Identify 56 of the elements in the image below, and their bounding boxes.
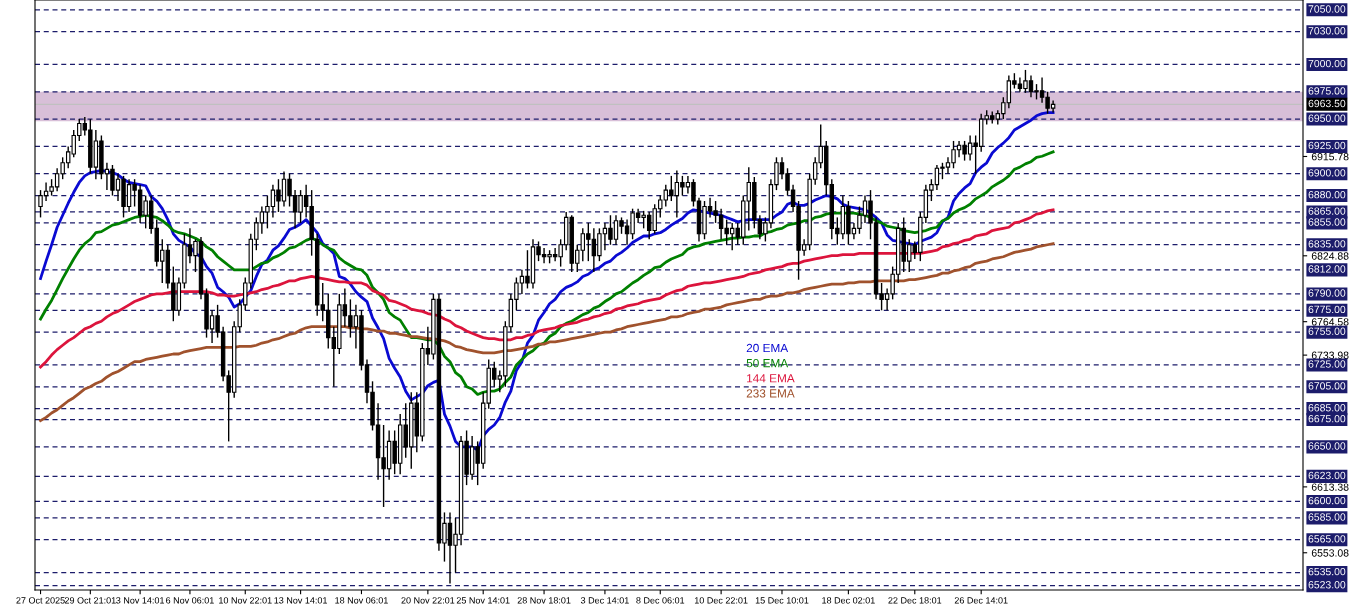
x-tick-label: 27 Oct 2025 xyxy=(16,597,65,604)
ref-line-label: 6880.00 xyxy=(1308,190,1346,199)
ref-line-label: 6565.00 xyxy=(1308,535,1346,543)
y-tick-label: 6824.88 xyxy=(1311,252,1349,260)
x-tick-label: 10 Dec 22:01 xyxy=(694,597,748,604)
x-tick-label: 26 Dec 14:01 xyxy=(954,597,1008,604)
ref-line-label: 7030.00 xyxy=(1308,27,1346,35)
ref-line-label: 6775.00 xyxy=(1308,305,1346,314)
y-tick-label: 6764.58 xyxy=(1311,318,1349,326)
y-tick-label: 6733.98 xyxy=(1311,351,1349,359)
ref-line-label: 6812.00 xyxy=(1308,265,1346,273)
x-tick-label: 6 Nov 06:01 xyxy=(166,597,214,604)
x-tick-label: 8 Dec 06:01 xyxy=(636,597,685,604)
ref-line-label: 6963.50 xyxy=(1308,99,1346,108)
ref-line-label: 6950.00 xyxy=(1308,114,1346,122)
text: 144 EMA xyxy=(747,374,795,383)
ref-line-label: 7050.00 xyxy=(1308,5,1346,13)
ref-line-label: 6623.00 xyxy=(1308,471,1346,480)
ref-line-label: 6523.00 xyxy=(1308,581,1346,589)
x-tick-label: 29 Oct 21:01 xyxy=(64,597,116,604)
ref-line-label: 6925.00 xyxy=(1308,141,1346,150)
text: 233 EMA xyxy=(746,389,795,398)
x-tick-label: 13 Nov 14:01 xyxy=(274,597,328,604)
x-tick-label: 3 Dec 14:01 xyxy=(580,597,629,604)
ref-line-label: 6585.00 xyxy=(1308,513,1346,521)
ref-line-label: 6685.00 xyxy=(1308,404,1346,412)
x-tick-label: 20 Nov 22:01 xyxy=(401,597,455,604)
y-tick-label: 6553.08 xyxy=(1311,549,1349,557)
y-tick-label: 6613.38 xyxy=(1311,483,1349,491)
line-series xyxy=(39,208,1055,369)
x-tick-label: 18 Nov 06:01 xyxy=(335,597,388,604)
ref-line-label: 6835.00 xyxy=(1308,240,1346,248)
x-tick-label: 28 Nov 18:01 xyxy=(517,597,571,604)
x-tick-label: 22 Dec 18:01 xyxy=(888,597,942,604)
ref-line-label: 6975.00 xyxy=(1308,87,1346,95)
x-tick-label: 10 Nov 22:01 xyxy=(219,597,272,604)
ref-line-label: 6755.00 xyxy=(1308,327,1346,335)
ref-line-label: 6855.00 xyxy=(1308,218,1346,226)
ref-line-label: 6790.00 xyxy=(1308,289,1346,297)
ref-line-label: 6675.00 xyxy=(1308,414,1346,423)
ref-line-label: 6725.00 xyxy=(1308,360,1346,368)
text: 50 EMA xyxy=(746,358,789,368)
y-tick-label: 6915.78 xyxy=(1311,152,1349,161)
ref-line-label: 6650.00 xyxy=(1308,442,1346,450)
ref-line-label: 7000.00 xyxy=(1308,59,1346,68)
ref-line-label: 6600.00 xyxy=(1308,496,1346,505)
line-series xyxy=(39,242,1055,423)
ref-line-label: 6535.00 xyxy=(1308,567,1346,576)
x-tick-label: 15 Dec 10:01 xyxy=(755,597,809,604)
x-tick-label: 3 Nov 14:01 xyxy=(116,597,165,604)
ref-line-label: 6900.00 xyxy=(1308,169,1346,177)
text: 20 EMA xyxy=(746,343,789,353)
ref-line-label: 6705.00 xyxy=(1308,382,1346,390)
x-tick-label: 25 Nov 14:01 xyxy=(456,597,510,604)
x-tick-label: 18 Dec 02:01 xyxy=(822,597,875,604)
ref-line-label: 6865.00 xyxy=(1308,207,1346,215)
